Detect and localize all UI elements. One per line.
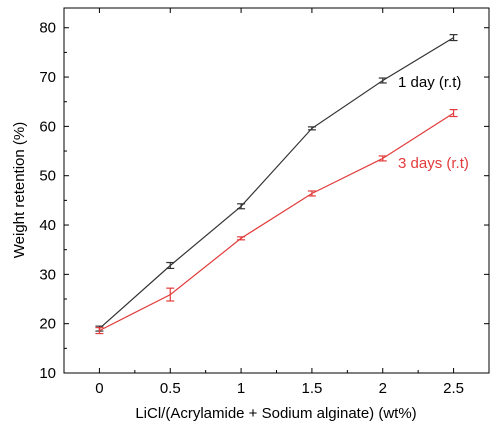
y-tick-label: 70 <box>39 69 56 86</box>
y-tick-label: 60 <box>39 118 56 135</box>
series-layer: 1 day (r.t) 3 days (r.t) <box>95 34 469 335</box>
x-tick-label: 0 <box>95 380 103 397</box>
series-2: 3 days (r.t) <box>95 109 469 335</box>
x-axis-title: LiCl/(Acrylamide + Sodium alginate) (wt%… <box>135 405 416 422</box>
x-tick-label: 1.5 <box>301 380 322 397</box>
y-tick-label: 20 <box>39 316 56 333</box>
x-tick-label: 2.5 <box>443 380 464 397</box>
x-tick-label: 2 <box>379 380 387 397</box>
x-tick-label: 0.5 <box>160 380 181 397</box>
x-axis: 0 0.5 1 1.5 2 2.5 <box>95 8 464 397</box>
series-label: 1 day (r.t) <box>398 74 461 91</box>
y-axis: 10 20 30 40 50 60 70 80 <box>39 20 489 382</box>
series-label: 3 days (r.t) <box>398 155 469 172</box>
plot-frame <box>63 7 490 374</box>
y-tick-label: 10 <box>39 365 56 382</box>
y-tick-label: 50 <box>39 168 56 185</box>
series-line <box>99 37 454 330</box>
series-line <box>99 112 454 332</box>
y-tick-label: 30 <box>39 266 56 283</box>
x-tick-label: 1 <box>237 380 245 397</box>
y-axis-title: Weight retention (%) <box>11 122 28 258</box>
y-tick-label: 40 <box>39 217 56 234</box>
y-tick-label: 80 <box>39 20 56 37</box>
series-1: 1 day (r.t) <box>95 34 461 332</box>
